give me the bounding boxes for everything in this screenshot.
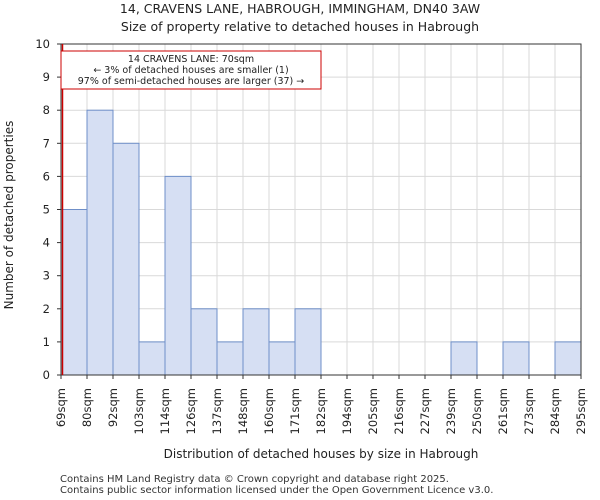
x-tick-label: 160sqm [262, 388, 276, 434]
y-tick-label: 3 [43, 269, 50, 283]
bar [242, 308, 270, 376]
bar [502, 341, 530, 376]
bar [138, 341, 166, 376]
bar [190, 308, 218, 376]
bar [294, 308, 322, 376]
y-tick-label: 8 [43, 103, 50, 117]
annotation-line-3: 97% of semi-detached houses are larger (… [78, 76, 305, 87]
x-tick-label: 227sqm [418, 388, 432, 434]
annotation-box: 14 CRAVENS LANE: 70sqm ← 3% of detached … [60, 50, 322, 90]
x-tick-label: 295sqm [574, 388, 588, 434]
bar [216, 341, 244, 376]
axes [57, 43, 582, 379]
y-axis-label: Number of detached properties [2, 121, 16, 310]
x-tick-label: 284sqm [548, 388, 562, 434]
annotation-line-1: 14 CRAVENS LANE: 70sqm [128, 54, 254, 65]
bar [112, 142, 140, 376]
x-tick-label: 114sqm [158, 388, 172, 434]
x-tick-label: 69sqm [54, 388, 68, 427]
x-tick-label: 80sqm [80, 388, 94, 427]
x-tick-label: 216sqm [392, 388, 406, 434]
annotation-line-2: ← 3% of detached houses are smaller (1) [93, 65, 288, 76]
y-tick-labels: 0 1 2 3 4 5 6 7 8 9 10 [35, 37, 50, 382]
y-tick-label: 1 [43, 335, 50, 349]
bar [164, 175, 192, 376]
x-tick-label: 137sqm [210, 388, 224, 434]
chart-subtitle: Size of property relative to detached ho… [120, 19, 480, 34]
x-tick-label: 239sqm [444, 388, 458, 434]
x-tick-label: 273sqm [522, 388, 536, 434]
x-axis-label: Distribution of detached houses by size … [164, 447, 479, 461]
y-tick-label: 7 [43, 136, 50, 150]
y-tick-label: 10 [35, 37, 50, 51]
bar [86, 109, 114, 376]
x-tick-label: 171sqm [288, 388, 302, 434]
bar [268, 341, 296, 376]
x-tick-label: 182sqm [314, 388, 328, 434]
y-tick-label: 2 [43, 302, 50, 316]
x-tick-label: 261sqm [496, 388, 510, 434]
bar [554, 341, 582, 376]
bar [60, 209, 88, 376]
footer-line-1: Contains HM Land Registry data © Crown c… [60, 474, 449, 485]
x-tick-label: 103sqm [132, 388, 146, 434]
bars [60, 109, 582, 376]
y-tick-label: 0 [43, 368, 50, 382]
y-tick-label: 4 [43, 236, 50, 250]
x-tick-label: 148sqm [236, 388, 250, 434]
footer-line-2: Contains public sector information licen… [60, 485, 494, 496]
y-tick-label: 6 [43, 169, 50, 183]
x-tick-label: 126sqm [184, 388, 198, 434]
y-tick-label: 9 [43, 70, 50, 84]
y-tick-label: 5 [43, 203, 50, 217]
x-tick-label: 92sqm [106, 388, 120, 427]
annotation-box-frame [60, 50, 322, 90]
x-tick-labels: 69sqm 80sqm 92sqm 103sqm 114sqm 126sqm 137sqm 1… [54, 388, 588, 434]
chart-title: 14, CRAVENS LANE, HABROUGH, IMMINGHAM, D… [119, 1, 481, 16]
x-tick-label: 194sqm [340, 388, 354, 434]
bar [450, 341, 478, 376]
x-tick-label: 250sqm [470, 388, 484, 434]
x-tick-label: 205sqm [366, 388, 380, 434]
